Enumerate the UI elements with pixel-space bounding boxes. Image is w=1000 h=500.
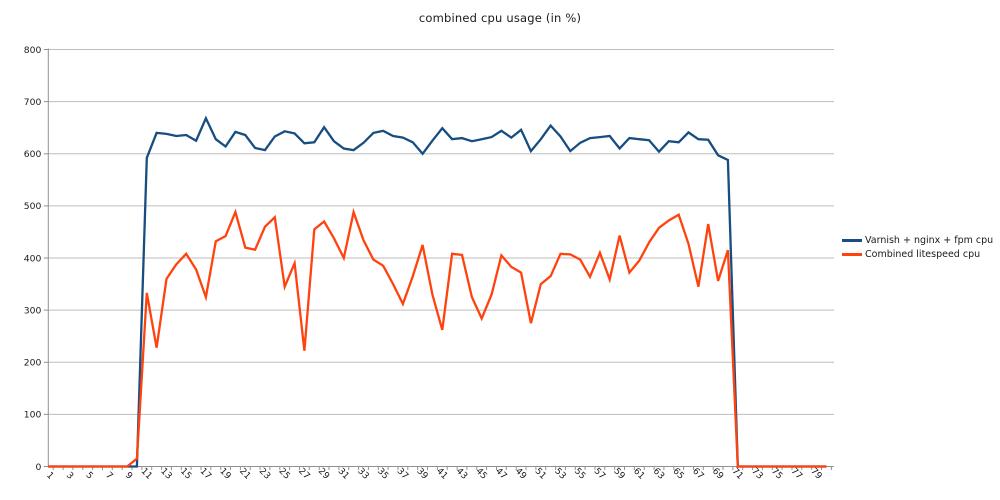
chart-title: combined cpu usage (in %) bbox=[418, 11, 582, 25]
y-tick-label: 600 bbox=[24, 149, 42, 160]
y-tick-label: 0 bbox=[35, 462, 41, 473]
legend-label-varnish: Varnish + nginx + fpm cpu bbox=[865, 235, 994, 246]
series-line-varnish-nginx-fpm bbox=[48, 115, 827, 468]
y-tick-label: 400 bbox=[24, 253, 42, 264]
legend-line-swatch-litespeed bbox=[842, 253, 862, 256]
y-tick-label: 200 bbox=[24, 358, 42, 369]
legend-item-varnish: Varnish + nginx + fpm cpu bbox=[842, 234, 993, 247]
legend: Varnish + nginx + fpm cpu Combined lites… bbox=[842, 234, 993, 261]
y-tick-label: 300 bbox=[24, 305, 42, 316]
x-tick-label: 1 bbox=[44, 470, 55, 481]
x-tick-label: 5 bbox=[84, 470, 95, 481]
y-tick-label: 800 bbox=[24, 45, 42, 56]
y-tick-label: 100 bbox=[24, 410, 42, 421]
legend-item-litespeed: Combined litespeed cpu bbox=[842, 248, 993, 261]
y-tick-label: 700 bbox=[24, 97, 42, 108]
y-tick-label: 500 bbox=[24, 201, 42, 212]
x-tick-label: 7 bbox=[103, 470, 114, 481]
series-line-litespeed bbox=[48, 207, 827, 468]
x-tick-label: 9 bbox=[123, 470, 134, 481]
x-tick-label: 3 bbox=[64, 470, 75, 481]
legend-label-litespeed: Combined litespeed cpu bbox=[865, 249, 981, 260]
legend-line-swatch-varnish bbox=[842, 239, 862, 242]
